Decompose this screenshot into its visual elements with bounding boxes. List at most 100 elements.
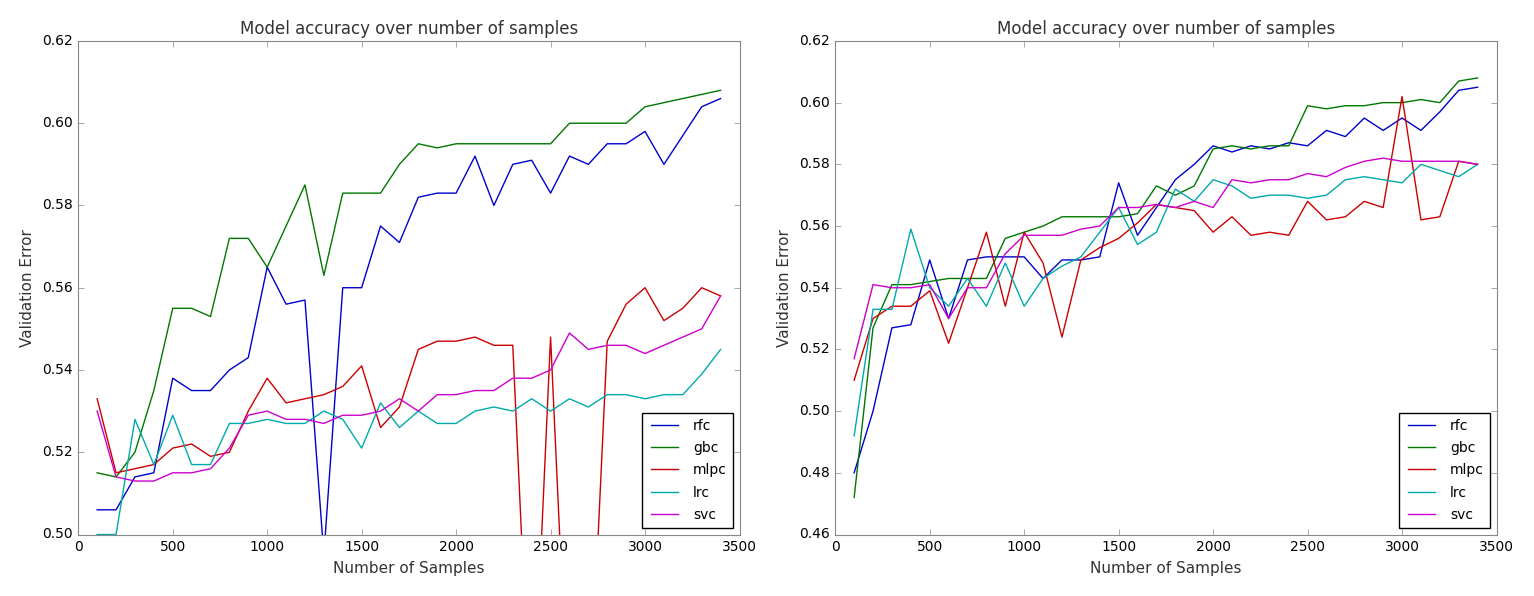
rfc <box>939 315 957 322</box>
gbc <box>390 161 408 168</box>
rfc <box>183 387 201 394</box>
lrc <box>673 391 692 398</box>
rfc <box>258 263 276 271</box>
mlpc <box>1016 229 1034 236</box>
mlpc <box>712 293 730 300</box>
lrc <box>353 445 371 452</box>
gbc <box>1147 182 1166 190</box>
lrc <box>523 395 542 402</box>
mlpc <box>673 305 692 312</box>
rfc <box>845 469 864 476</box>
rfc <box>920 256 939 263</box>
lrc <box>239 420 258 427</box>
rfc <box>902 321 920 328</box>
lrc <box>126 416 144 423</box>
gbc <box>882 281 900 288</box>
lrc <box>1109 204 1127 211</box>
gbc <box>87 469 106 476</box>
mlpc <box>1468 161 1486 168</box>
rfc <box>221 367 239 374</box>
rfc <box>692 103 710 110</box>
gbc <box>1279 142 1298 150</box>
lrc <box>1223 182 1241 190</box>
rfc <box>598 140 617 147</box>
rfc <box>466 153 485 160</box>
mlpc <box>1279 232 1298 239</box>
svc <box>523 375 542 382</box>
mlpc <box>1129 219 1147 226</box>
lrc <box>333 416 351 423</box>
mlpc <box>1374 204 1393 211</box>
Line: rfc: rfc <box>97 98 721 555</box>
lrc <box>1450 173 1468 180</box>
Line: svc: svc <box>854 158 1477 359</box>
mlpc <box>542 334 560 341</box>
mlpc <box>617 300 635 308</box>
rfc <box>353 284 371 291</box>
rfc <box>864 408 882 415</box>
X-axis label: Number of Samples: Number of Samples <box>333 561 485 576</box>
mlpc <box>1450 158 1468 165</box>
rfc <box>446 190 465 197</box>
svc <box>239 412 258 419</box>
svc <box>276 416 295 423</box>
svc <box>371 408 390 415</box>
svc <box>542 367 560 374</box>
gbc <box>353 190 371 197</box>
lrc <box>1204 176 1223 184</box>
svc <box>1204 204 1223 211</box>
gbc <box>598 120 617 127</box>
svc <box>673 334 692 341</box>
gbc <box>920 278 939 285</box>
svc <box>598 342 617 349</box>
mlpc <box>466 334 485 341</box>
svc <box>87 408 106 415</box>
gbc <box>1261 142 1279 150</box>
mlpc <box>635 284 653 291</box>
mlpc <box>446 337 465 344</box>
svc <box>959 284 977 291</box>
gbc <box>1223 142 1241 150</box>
gbc <box>712 87 730 94</box>
Line: gbc: gbc <box>854 78 1477 498</box>
gbc <box>1016 229 1034 236</box>
mlpc <box>959 284 977 291</box>
svc <box>164 469 183 476</box>
svc <box>221 445 239 452</box>
mlpc <box>1431 213 1450 221</box>
mlpc <box>1109 235 1127 242</box>
rfc <box>107 506 126 513</box>
gbc <box>1431 99 1450 106</box>
lrc <box>164 412 183 419</box>
svc <box>466 387 485 394</box>
svc <box>1355 158 1373 165</box>
mlpc <box>164 445 183 452</box>
rfc <box>1261 145 1279 153</box>
Line: svc: svc <box>97 296 721 481</box>
mlpc <box>996 303 1014 310</box>
gbc <box>503 140 522 147</box>
rfc <box>617 140 635 147</box>
gbc <box>959 275 977 282</box>
mlpc <box>845 377 864 384</box>
rfc <box>1411 127 1430 134</box>
mlpc <box>977 229 996 236</box>
svc <box>314 420 333 427</box>
svc <box>1336 164 1355 171</box>
lrc <box>314 408 333 415</box>
rfc <box>87 506 106 513</box>
svc <box>1034 232 1052 239</box>
svc <box>446 391 465 398</box>
lrc <box>1016 303 1034 310</box>
svc <box>692 325 710 333</box>
lrc <box>1393 179 1411 187</box>
gbc <box>1034 222 1052 229</box>
lrc <box>276 420 295 427</box>
rfc <box>996 253 1014 260</box>
mlpc <box>864 315 882 322</box>
svc <box>485 387 503 394</box>
rfc <box>1129 232 1147 239</box>
gbc <box>164 305 183 312</box>
svc <box>617 342 635 349</box>
rfc <box>428 190 446 197</box>
